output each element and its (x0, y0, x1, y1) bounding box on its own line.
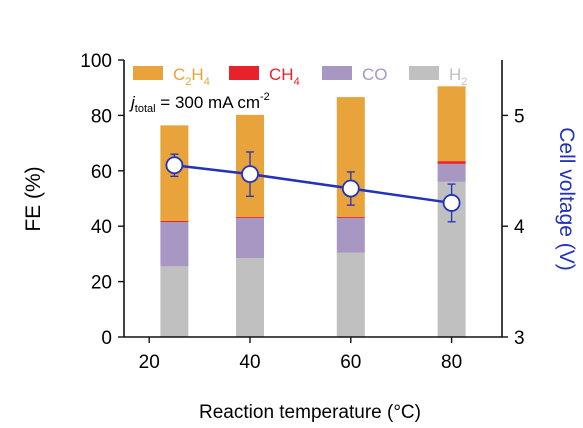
y-axis-label: FE (%) (22, 166, 45, 231)
y-tick-label: 40 (91, 217, 112, 238)
bar-h2-60 (336, 252, 365, 337)
legend-label-c2h4: C2H4 (173, 65, 210, 88)
bar-ch4-80 (437, 161, 466, 164)
x-tick-label: 40 (239, 352, 260, 373)
y-tick-label: 80 (91, 106, 112, 127)
bar-c2h4-80 (437, 86, 466, 162)
x-axis-label: Reaction temperature (°C) (199, 402, 421, 423)
y2-tick-label: 5 (514, 106, 525, 127)
legend-swatch-ch4 (229, 66, 259, 80)
bar-co-25 (160, 222, 189, 267)
legend-label-h2: H2 (449, 65, 467, 88)
voltage-line-layer (165, 151, 461, 223)
legend: C2H4 CH4 CO H2 (133, 65, 467, 88)
voltage-line (174, 164, 452, 205)
x-tick-label: 80 (441, 352, 462, 373)
axes: 20 40 60 80 0 20 40 60 80 100 3 4 5 (80, 51, 525, 373)
voltage-point (165, 156, 184, 175)
y-tick-label: 60 (91, 162, 112, 183)
bar-ch4-40 (236, 216, 264, 218)
voltage-point (341, 179, 360, 198)
voltage-point (442, 194, 461, 212)
bar-co-80 (437, 163, 466, 182)
x-tick-label: 60 (340, 352, 361, 373)
legend-swatch-h2 (409, 66, 439, 80)
bar-co-40 (236, 217, 264, 259)
x-tick-label: 20 (139, 352, 160, 373)
legend-label-co: CO (362, 65, 388, 84)
legend-swatch-c2h4 (133, 66, 163, 80)
current-density-annotation: jtotal = 300 mA cm-2 (129, 91, 270, 115)
bar-ch4-25 (160, 220, 189, 223)
bar-ch4-60 (336, 216, 365, 218)
legend-label-ch4: CH4 (269, 65, 300, 88)
bar-h2-40 (236, 258, 264, 337)
y-tick-label: 20 (91, 273, 112, 294)
y-tick-label: 100 (80, 51, 112, 72)
bar-co-60 (336, 217, 365, 253)
bar-layer (160, 86, 466, 337)
voltage-point (241, 165, 259, 184)
y-tick-label: 0 (101, 328, 112, 349)
bar-h2-25 (160, 266, 189, 337)
y2-tick-label: 4 (514, 217, 525, 238)
y2-tick-label: 3 (514, 328, 525, 349)
y2-axis-label: Cell voltage (V) (555, 127, 578, 271)
legend-swatch-co (322, 66, 352, 80)
